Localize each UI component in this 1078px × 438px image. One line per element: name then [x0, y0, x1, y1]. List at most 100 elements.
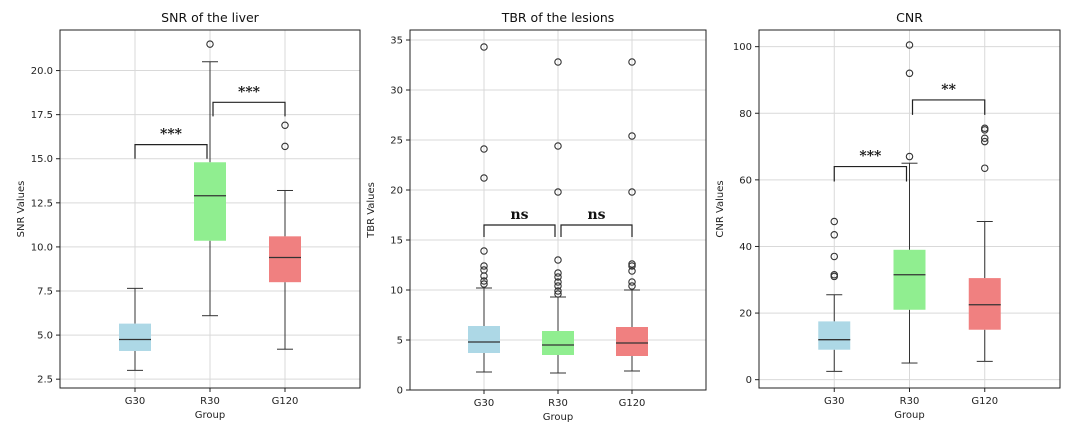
- y-tick-label: 0: [746, 375, 752, 386]
- y-tick-label: 40: [739, 242, 752, 253]
- y-tick-label: 5: [397, 336, 403, 347]
- outlier-point: [905, 41, 914, 49]
- y-tick-label: 20.0: [31, 66, 53, 77]
- box-g30: [468, 43, 500, 373]
- outlier-point: [628, 58, 636, 66]
- outlier-point: [628, 267, 636, 275]
- outlier-point: [480, 280, 488, 288]
- significance-bracket: **: [911, 82, 986, 115]
- plot-frame: [59, 29, 361, 389]
- y-axis-label: SNR Values: [16, 181, 27, 238]
- significance-bracket: ***: [212, 84, 286, 117]
- tbr-lesions-chart: 0 5 10 15 20 25 30 35 ns ns G30 R30 G120 TBR of the l…: [366, 10, 707, 423]
- significance-label: **: [941, 82, 956, 98]
- bracket-line: [560, 224, 633, 237]
- outlier-point: [206, 40, 214, 48]
- box-iqr: [119, 323, 151, 351]
- y-tick-label: 60: [739, 175, 752, 186]
- significance-label: ***: [238, 84, 261, 100]
- y-tick-label: 20: [390, 186, 403, 197]
- box-r30: [542, 58, 574, 374]
- box-iqr: [542, 331, 574, 355]
- outlier-point: [905, 69, 914, 78]
- outlier-point: [980, 124, 989, 132]
- outlier-point: [554, 188, 562, 196]
- outlier-point: [628, 132, 636, 140]
- y-tick-label: 7.5: [37, 287, 53, 298]
- outlier-point: [830, 231, 838, 239]
- outlier-point: [281, 142, 289, 151]
- y-tick-label: 12.5: [31, 198, 53, 209]
- x-tick-label: G30: [125, 396, 145, 407]
- x-tick-label: G120: [272, 396, 299, 407]
- outlier-point: [905, 152, 914, 161]
- y-tick-label: 0: [397, 386, 403, 397]
- bracket-line: [483, 224, 556, 237]
- outlier-point: [628, 262, 636, 270]
- box-g120: [968, 124, 1001, 362]
- outlier-point: [830, 271, 838, 279]
- box-iqr: [616, 327, 648, 356]
- outlier-point: [554, 58, 562, 66]
- y-tick-label: 10: [390, 286, 403, 297]
- outlier-point: [480, 262, 488, 270]
- outlier-point: [980, 134, 989, 142]
- x-tick-label: G120: [619, 398, 646, 409]
- significance-bracket: ns: [483, 207, 556, 237]
- chart-title: SNR of the liver: [161, 10, 259, 25]
- outlier-point: [480, 145, 488, 153]
- outlier-point: [480, 277, 488, 285]
- y-axis-label: CNR Values: [715, 180, 726, 237]
- box-g120: [269, 121, 301, 350]
- y-tick-label: 2.5: [37, 375, 53, 386]
- box-g30: [119, 287, 151, 371]
- bracket-line: [212, 101, 286, 117]
- outlier-point: [554, 273, 562, 281]
- box-iqr: [818, 321, 851, 350]
- significance-label: ***: [160, 127, 183, 143]
- outlier-point: [554, 282, 562, 290]
- x-tick-label: G30: [824, 396, 844, 407]
- significance-bracket: ns: [560, 207, 633, 237]
- outlier-point: [554, 278, 562, 286]
- outlier-point: [554, 287, 562, 295]
- bracket-line: [833, 165, 908, 182]
- x-tick-label: G120: [971, 396, 998, 407]
- bracket-line: [911, 99, 986, 115]
- y-tick-label: 35: [390, 36, 403, 47]
- outlier-point: [980, 164, 989, 172]
- box-iqr: [893, 249, 926, 310]
- significance-bracket: ***: [833, 149, 908, 182]
- box-g120: [616, 58, 648, 372]
- box-iqr: [269, 236, 301, 283]
- outlier-point: [628, 278, 636, 286]
- significance-bracket: ***: [134, 127, 208, 159]
- x-axis-label: Group: [195, 410, 225, 421]
- y-tick-label: 15: [390, 236, 403, 247]
- outlier-point: [628, 282, 636, 290]
- outlier-point: [480, 266, 488, 274]
- y-tick-label: 17.5: [31, 110, 53, 121]
- y-tick-label: 25: [390, 136, 403, 147]
- outlier-point: [554, 142, 562, 150]
- outlier-point: [980, 137, 989, 146]
- x-tick-label: R30: [200, 396, 220, 407]
- chart-title: TBR of the lesions: [501, 10, 615, 25]
- significance-label: ns: [510, 207, 528, 223]
- box-r30: [893, 41, 926, 364]
- outlier-point: [554, 290, 562, 298]
- outlier-point: [628, 188, 636, 196]
- x-tick-label: R30: [900, 396, 920, 407]
- y-tick-label: 15.0: [31, 154, 53, 165]
- y-axis-label: TBR Values: [366, 182, 377, 239]
- outlier-point: [830, 217, 838, 226]
- snr-liver-chart: 2.5 5.0 7.5 10.0 12.5 15.0 17.5 20.0 *** *** G30 R3…: [16, 10, 361, 421]
- y-tick-label: 10.0: [31, 242, 53, 253]
- x-axis-label: Group: [894, 410, 924, 421]
- y-tick-label: 100: [733, 42, 752, 53]
- y-tick-label: 20: [739, 309, 752, 320]
- chart-title: CNR: [896, 10, 923, 25]
- y-tick-label: 30: [390, 86, 403, 97]
